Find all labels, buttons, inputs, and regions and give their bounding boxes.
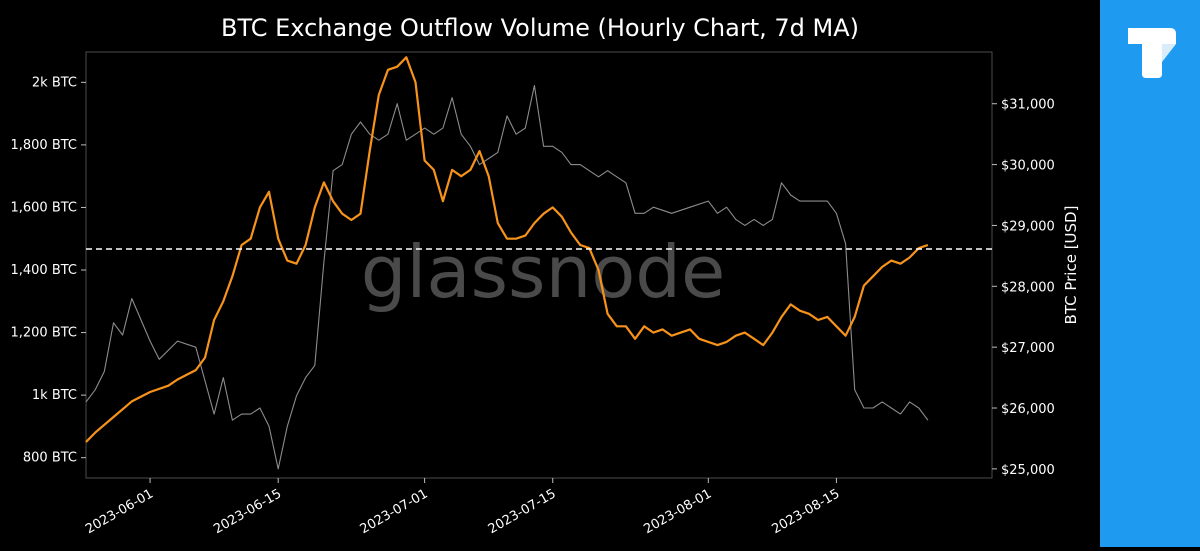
right-axis: $25,000 $26,000 $27,000 $28,000 $29,000 $30,0… (992, 98, 1055, 478)
tradingview-t-icon (1128, 28, 1176, 78)
btc-price-line (85, 84, 929, 470)
right-tick-label: $29,000 (1001, 219, 1055, 234)
watermark: glassnode (361, 230, 726, 314)
brand-panel (1100, 0, 1200, 547)
left-tick-label: 1k BTC (32, 388, 77, 403)
redaction-box (873, 218, 978, 242)
x-tick-label: 2023-07-01 (358, 486, 431, 537)
right-tick-label: $28,000 (1001, 280, 1055, 295)
right-tick-label: $25,000 (1001, 463, 1055, 478)
right-tick-label: $31,000 (1001, 98, 1055, 113)
x-tick-label: 2023-08-01 (641, 486, 714, 537)
left-axis: 800 BTC 1k BTC 1,200 BTC 1,400 BTC 1,600 BTC… (10, 75, 86, 466)
chart-svg: BTC Exchange Outflow Volume (Hourly Char… (10, 14, 1080, 537)
x-tick-label: 2023-06-15 (211, 486, 284, 537)
right-tick-label: $30,000 (1001, 159, 1055, 174)
left-tick-label: 1,600 BTC (10, 200, 77, 215)
right-axis-label: BTC Price [USD] (1062, 206, 1080, 325)
plot-frame (85, 51, 993, 479)
chart-title: BTC Exchange Outflow Volume (Hourly Char… (221, 14, 859, 42)
series-layer (85, 56, 929, 470)
right-tick-label: $26,000 (1001, 402, 1055, 417)
left-tick-label: 1,200 BTC (10, 326, 77, 341)
x-tick-label: 2023-06-01 (83, 486, 156, 537)
left-tick-label: 1,800 BTC (10, 138, 77, 153)
x-tick-label: 2023-07-15 (486, 486, 559, 537)
left-tick-label: 1,400 BTC (10, 263, 77, 278)
right-tick-label: $27,000 (1001, 341, 1055, 356)
chart-area: BTC Exchange Outflow Volume (Hourly Char… (10, 14, 1080, 538)
x-tick-label: 2023-08-15 (769, 486, 842, 537)
left-tick-label: 2k BTC (32, 75, 77, 90)
outflow-volume-line (85, 56, 929, 443)
left-tick-label: 800 BTC (23, 451, 77, 466)
x-axis: 2023-06-01 2023-06-15 2023-07-01 2023-07-15… (83, 478, 842, 537)
